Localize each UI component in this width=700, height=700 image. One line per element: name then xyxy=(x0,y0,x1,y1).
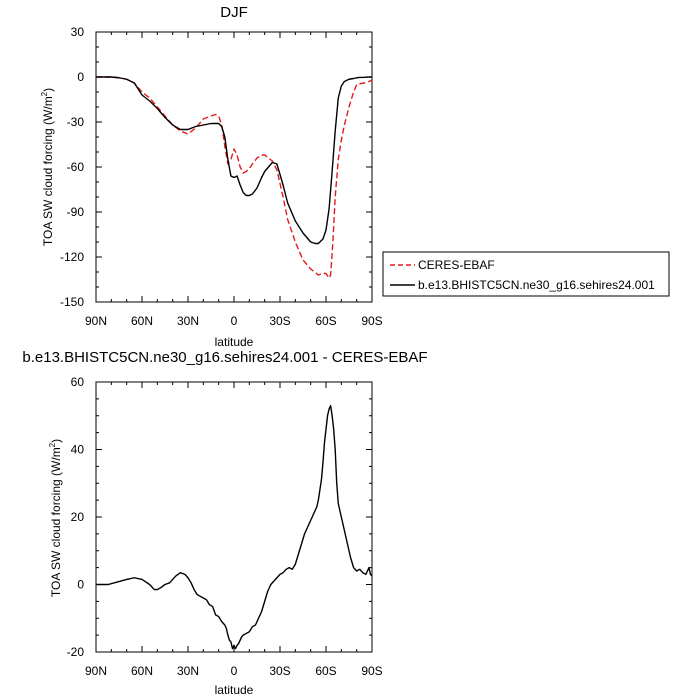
bot-xtick-label: 60N xyxy=(131,664,153,678)
top-ytick-label: 30 xyxy=(71,25,85,39)
top-y-axis-label: TOA SW cloud forcing (W/m2) xyxy=(40,88,55,246)
top-ytick-label: -30 xyxy=(67,115,85,129)
bottom-y-axis-label-main: TOA SW cloud forcing (W/m xyxy=(49,447,63,597)
bot-plot-frame xyxy=(95,381,373,653)
top-xtick-label: 30S xyxy=(269,314,290,328)
legend-entry-model: b.e13.BHISTC5CN.ne30_g16.sehires24.001 xyxy=(418,278,655,292)
top-ytick-label: -90 xyxy=(67,205,85,219)
top-x-axis-label: latitude xyxy=(215,335,254,349)
bot-xtick-label: 90N xyxy=(85,664,107,678)
top-xtick-label: 30N xyxy=(177,314,199,328)
bottom-y-axis-label-end: ) xyxy=(49,439,63,443)
top-y-axis-label-main: TOA SW cloud forcing (W/m xyxy=(41,96,55,246)
top-chart: DJF 90N 60N 30N 0 30S 60S 90S 30 0 -30 -60 -90 -120… xyxy=(40,4,383,349)
top-ytick-label: -120 xyxy=(60,250,84,264)
bot-xtick-label: 30N xyxy=(177,664,199,678)
top-ytick-label: 0 xyxy=(77,70,84,84)
bottom-x-tick-labels: 90N 60N 30N 0 30S 60S 90S xyxy=(85,664,383,678)
top-y-axis-label-end: ) xyxy=(41,88,55,92)
bot-ytick-label: 40 xyxy=(71,443,85,457)
bottom-x-axis-label: latitude xyxy=(215,683,254,697)
legend-entry-ceres: CERES-EBAF xyxy=(418,258,495,272)
top-xtick-label: 90N xyxy=(85,314,107,328)
top-ytick-label: -60 xyxy=(67,160,85,174)
bottom-chart: b.e13.BHISTC5CN.ne30_g16.sehires24.001 -… xyxy=(22,349,427,697)
bottom-y-axis-label-sup: 2 xyxy=(48,442,57,447)
bot-xtick-label: 90S xyxy=(361,664,382,678)
legend-box xyxy=(382,251,670,297)
bottom-chart-title: b.e13.BHISTC5CN.ne30_g16.sehires24.001 -… xyxy=(22,349,427,366)
top-ytick-label: -150 xyxy=(60,295,84,309)
top-xtick-label: 0 xyxy=(231,314,238,328)
bottom-y-axis-label: TOA SW cloud forcing (W/m2) xyxy=(48,439,63,597)
top-xtick-label: 60N xyxy=(131,314,153,328)
top-series-group xyxy=(96,76,373,279)
top-series-line-1 xyxy=(96,76,372,245)
bot-ytick-label: 0 xyxy=(77,578,84,592)
bottom-series-group xyxy=(96,404,373,650)
legend: CERES-EBAF b.e13.BHISTC5CN.ne30_g16.sehi… xyxy=(382,251,670,297)
bottom-y-tick-labels: 60 40 20 0 -20 xyxy=(67,375,85,659)
top-xtick-label: 90S xyxy=(361,314,382,328)
bot-xtick-label: 30S xyxy=(269,664,290,678)
top-chart-title: DJF xyxy=(220,4,248,21)
top-y-tick-labels: 30 0 -30 -60 -90 -120 -150 xyxy=(60,25,84,309)
top-plot-frame xyxy=(95,31,373,303)
bot-xtick-label: 60S xyxy=(315,664,336,678)
top-x-tick-labels: 90N 60N 30N 0 30S 60S 90S xyxy=(85,314,383,328)
top-series-line-0 xyxy=(96,76,373,279)
top-xtick-label: 60S xyxy=(315,314,336,328)
bot-ytick-label: -20 xyxy=(67,645,85,659)
bot-xtick-label: 0 xyxy=(231,664,238,678)
bot-ytick-label: 60 xyxy=(71,375,85,389)
bot-ytick-label: 20 xyxy=(71,510,85,524)
bot-series-line-0 xyxy=(96,404,373,650)
top-y-axis-label-sup: 2 xyxy=(40,91,49,96)
